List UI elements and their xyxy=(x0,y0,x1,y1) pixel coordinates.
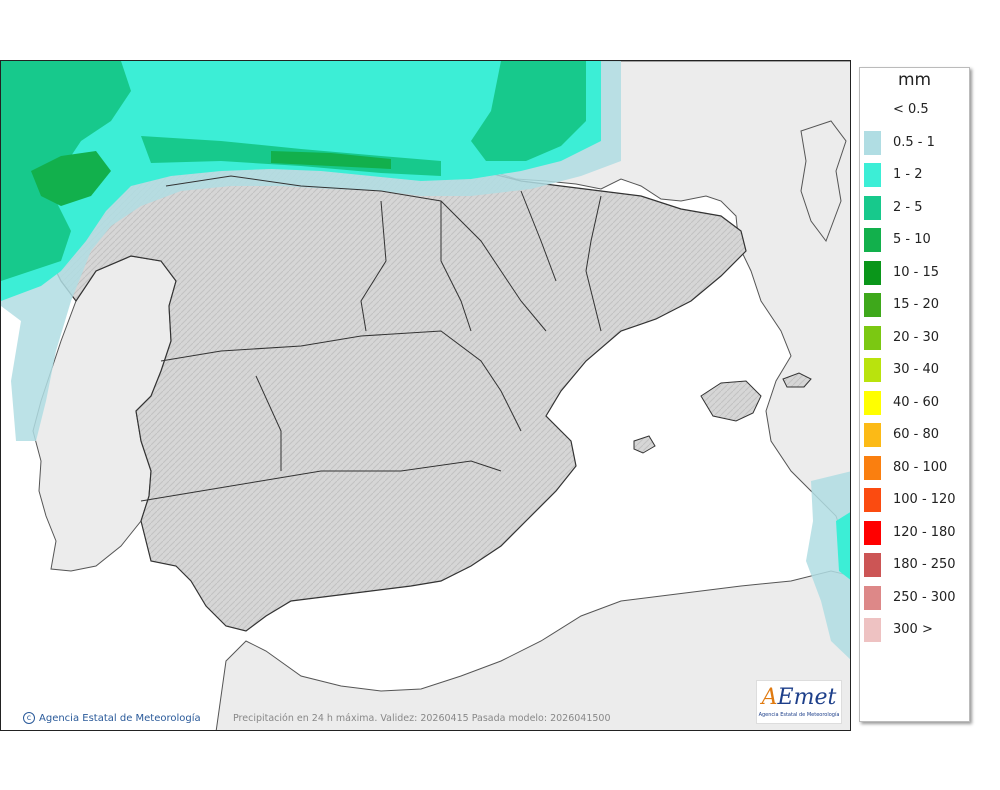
legend-item: 20 - 30 xyxy=(864,325,968,350)
legend-swatch xyxy=(864,455,881,480)
legend-label: 120 - 180 xyxy=(893,524,956,540)
legend-swatch xyxy=(864,325,881,350)
credit-text: Agencia Estatal de Meteorología xyxy=(39,712,201,724)
legend-swatch xyxy=(864,358,881,382)
legend-label: 0.5 - 1 xyxy=(893,134,935,150)
legend-item: 0.5 - 1 xyxy=(864,130,968,155)
legend-label: 15 - 20 xyxy=(893,297,940,312)
legend-unit: mm xyxy=(897,70,932,90)
aemet-logo: AEmet Agencia Estatal de Meteorología xyxy=(756,680,842,724)
legend-item: 2 - 5 xyxy=(864,195,968,220)
sardinia-land xyxy=(800,120,847,243)
legend-label: 5 - 10 xyxy=(893,232,931,247)
credit-line: c Agencia Estatal de Meteorología xyxy=(23,712,201,724)
legend-item: < 0.5 xyxy=(864,98,968,122)
legend-swatch xyxy=(864,163,881,187)
legend-label: 180 - 250 xyxy=(893,557,956,572)
precip-0.5-1 xyxy=(806,471,850,660)
legend-swatch xyxy=(864,520,881,545)
legend-label: 30 - 40 xyxy=(893,362,940,377)
region-borders xyxy=(140,175,602,502)
legend-swatch xyxy=(864,488,881,512)
legend-item: 120 - 180 xyxy=(864,520,968,545)
legend-swatch xyxy=(864,618,881,642)
precipitation-legend: mm < 0.5 0.5 - 1 1 - 2 2 - 5 5 - 10 10 - 15 15… xyxy=(859,67,970,722)
legend-label: 300 > xyxy=(893,622,933,637)
menorca-land xyxy=(782,372,812,388)
legend-item: 100 - 120 xyxy=(864,488,968,512)
logo-subtitle: Agencia Estatal de Meteorología xyxy=(758,712,840,718)
legend-label: 250 - 300 xyxy=(893,589,956,605)
precip-2-5 xyxy=(1,61,131,281)
legend-swatch xyxy=(864,98,881,122)
map-panel: c Agencia Estatal de Meteorología Precip… xyxy=(0,60,851,731)
legend-item: 60 - 80 xyxy=(864,423,968,447)
legend-item: 10 - 15 xyxy=(864,260,968,285)
legend-swatch xyxy=(864,130,881,155)
precip-5-10 xyxy=(31,151,111,206)
legend-item: 1 - 2 xyxy=(864,163,968,187)
legend-item: 30 - 40 xyxy=(864,358,968,382)
logo-wordmark: AEmet xyxy=(761,685,837,710)
legend-item: 80 - 100 xyxy=(864,455,968,480)
legend-swatch xyxy=(864,423,881,447)
precip-1-2 xyxy=(1,61,601,301)
legend-item: 300 > xyxy=(864,618,968,642)
legend-label: 20 - 30 xyxy=(893,329,940,345)
legend-swatch xyxy=(864,293,881,317)
precipitation-map xyxy=(1,61,850,730)
map-caption: Precipitación en 24 h máxima. Validez: 2… xyxy=(233,713,611,724)
legend-swatch xyxy=(864,260,881,285)
legend-swatch xyxy=(864,228,881,252)
precip-1-2 xyxy=(836,512,850,580)
legend-label: 100 - 120 xyxy=(893,492,956,507)
copyright-icon: c xyxy=(23,712,35,724)
legend-item: 40 - 60 xyxy=(864,390,968,415)
legend-swatch xyxy=(864,585,881,610)
legend-item: 15 - 20 xyxy=(864,293,968,317)
precip-5-10 xyxy=(271,151,391,169)
legend-swatch xyxy=(864,390,881,415)
mallorca-land xyxy=(700,380,762,422)
legend-label: 40 - 60 xyxy=(893,394,940,410)
legend-item: 5 - 10 xyxy=(864,228,968,252)
legend-label: 80 - 100 xyxy=(893,459,948,475)
precip-2-5 xyxy=(471,61,586,161)
legend-label: 60 - 80 xyxy=(893,427,940,442)
legend-swatch xyxy=(864,553,881,577)
legend-label: 1 - 2 xyxy=(893,167,923,182)
legend-label: < 0.5 xyxy=(893,102,929,117)
legend-label: 2 - 5 xyxy=(893,199,923,215)
legend-swatch xyxy=(864,195,881,220)
legend-item: 180 - 250 xyxy=(864,553,968,577)
ibiza-land xyxy=(633,435,656,454)
legend-item: 250 - 300 xyxy=(864,585,968,610)
legend-label: 10 - 15 xyxy=(893,264,940,280)
